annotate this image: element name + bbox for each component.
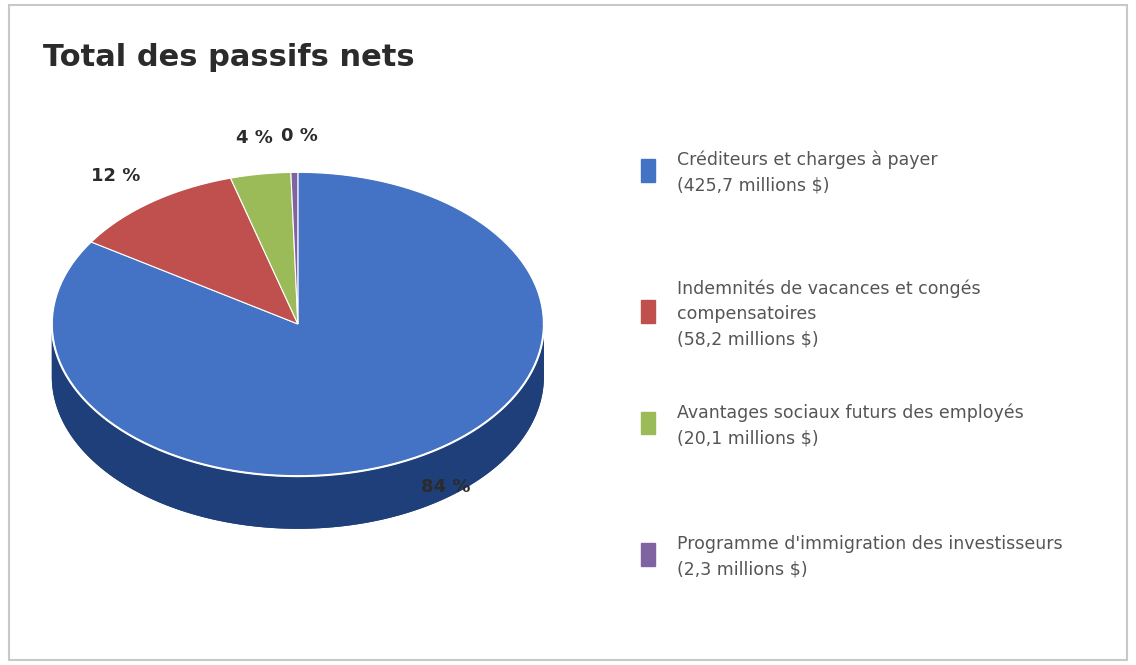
Bar [641, 543, 655, 566]
Polygon shape [91, 178, 298, 324]
Text: 84 %: 84 % [421, 478, 470, 496]
Polygon shape [52, 172, 544, 476]
Bar [641, 301, 655, 323]
Bar [641, 159, 655, 182]
Text: Indemnités de vacances et congés
compensatoires
(58,2 millions $): Indemnités de vacances et congés compens… [677, 280, 980, 348]
Polygon shape [52, 325, 544, 529]
Bar [641, 412, 655, 434]
Text: Total des passifs nets: Total des passifs nets [43, 43, 415, 72]
Text: 12 %: 12 % [91, 167, 140, 185]
Polygon shape [291, 172, 298, 324]
FancyBboxPatch shape [9, 5, 1127, 660]
Text: Avantages sociaux futurs des employés
(20,1 millions $): Avantages sociaux futurs des employés (2… [677, 404, 1024, 447]
Polygon shape [52, 324, 544, 529]
Text: Créditeurs et charges à payer
(425,7 millions $): Créditeurs et charges à payer (425,7 mil… [677, 151, 937, 194]
Text: Programme d'immigration des investisseurs
(2,3 millions $): Programme d'immigration des investisseur… [677, 535, 1062, 579]
Polygon shape [231, 172, 298, 324]
Text: 0 %: 0 % [281, 127, 318, 145]
Text: 4 %: 4 % [236, 129, 274, 147]
